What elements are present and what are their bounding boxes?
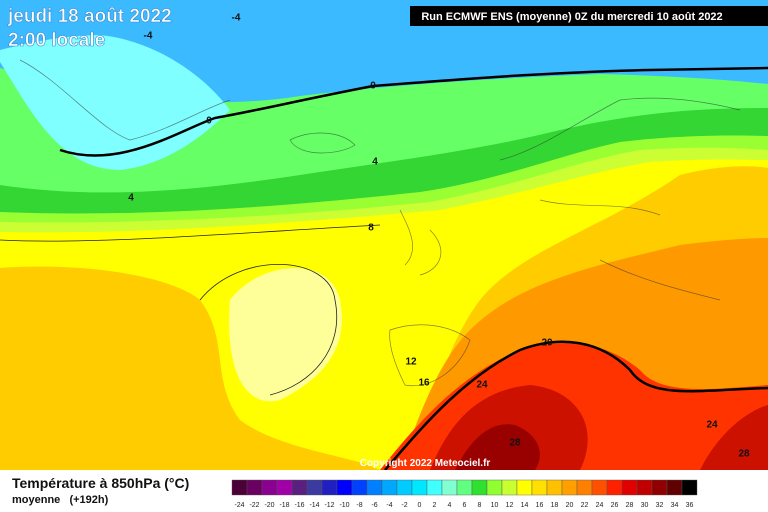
run-box	[410, 6, 768, 26]
contour-label: 28	[509, 438, 521, 449]
color-scale: -24 -22 -20 -18 -16 -14 -12 -10 -8 -6 -4 -2 0 2 4 6 8 10 1…	[231, 479, 698, 509]
scale-label: -10	[339, 502, 349, 509]
scale-label: 24	[596, 502, 604, 509]
scale-label: 2	[433, 502, 437, 509]
contours	[59, 66, 768, 471]
scale-label: -24	[234, 502, 244, 509]
contour-label: 8	[368, 223, 374, 234]
scale-label: 36	[686, 502, 694, 509]
legend-subtitle: moyenne (+192h)	[12, 494, 109, 506]
scale-label: 26	[611, 502, 619, 509]
scale-swatch	[306, 479, 323, 496]
contour-label: 28	[738, 449, 750, 460]
scale-swatch	[231, 479, 248, 496]
contour-label: 16	[418, 378, 430, 389]
scale-swatch	[351, 479, 368, 496]
contour-label: -4	[232, 13, 241, 24]
scale-swatch	[426, 479, 443, 496]
scale-label: -2	[401, 502, 407, 509]
scale-swatch	[681, 479, 698, 496]
scale-label: 14	[521, 502, 529, 509]
date-title: jeudi 18 août 2022	[7, 6, 172, 27]
contour-label: 0	[206, 116, 212, 127]
scale-label: 22	[581, 502, 589, 509]
scale-label: -4	[386, 502, 392, 509]
scale-swatch	[531, 479, 548, 496]
scale-swatch	[396, 479, 413, 496]
scale-label: -6	[371, 502, 377, 509]
contour-label: -4	[144, 31, 153, 42]
scale-label: -12	[324, 502, 334, 509]
scale-label: 34	[671, 502, 679, 509]
run-info: Run ECMWF ENS (moyenne) 0Z du mercredi 1…	[421, 11, 722, 23]
time-title: 2:00 locale	[8, 30, 105, 51]
legend-title: Température à 850hPa (°C)	[12, 475, 189, 491]
scale-label: 16	[536, 502, 544, 509]
scale-swatch	[621, 479, 638, 496]
scale-label: -22	[249, 502, 259, 509]
thin-contours	[0, 224, 381, 396]
scale-swatch	[591, 479, 608, 496]
scale-label: 8	[478, 502, 482, 509]
scale-swatch	[291, 479, 308, 496]
scale-label: 10	[491, 502, 499, 509]
scale-swatch	[666, 479, 683, 496]
scale-label: -8	[356, 502, 362, 509]
scale-label: 4	[448, 502, 452, 509]
scale-swatch	[501, 479, 518, 496]
scale-label: -20	[264, 502, 274, 509]
scale-swatch	[276, 479, 293, 496]
scale-label: 0	[418, 502, 422, 509]
scale-swatch	[636, 479, 653, 496]
scale-swatch	[456, 479, 473, 496]
scale-swatch	[576, 479, 593, 496]
scale-swatch	[441, 479, 458, 496]
scale-swatch	[411, 479, 428, 496]
scale-label: 30	[641, 502, 649, 509]
scale-swatch	[516, 479, 533, 496]
scale-swatch	[336, 479, 353, 496]
scale-label: 18	[551, 502, 559, 509]
scale-swatch	[261, 479, 278, 496]
scale-label: 32	[656, 502, 664, 509]
scale-swatch	[486, 479, 503, 496]
contour-label: 24	[706, 420, 718, 431]
contour-label: 4	[372, 157, 378, 168]
scale-swatch	[606, 479, 623, 496]
scale-swatch	[381, 479, 398, 496]
scale-swatch	[651, 479, 668, 496]
scale-label: 20	[566, 502, 574, 509]
contour-label: 4	[128, 193, 134, 204]
scale-label: 12	[506, 502, 514, 509]
scale-swatch	[366, 479, 383, 496]
temperature-field	[0, 0, 768, 470]
coastlines	[19, 59, 741, 387]
scale-swatch	[321, 479, 338, 496]
scale-swatch	[246, 479, 263, 496]
scale-label: 6	[463, 502, 467, 509]
scale-swatch	[561, 479, 578, 496]
scale-swatch	[546, 479, 563, 496]
scale-label: -18	[279, 502, 289, 509]
scale-label: 28	[626, 502, 634, 509]
contour-label: 20	[541, 338, 553, 349]
scale-swatch	[471, 479, 488, 496]
contour-label: 24	[476, 380, 488, 391]
copyright: Copyright 2022 Meteociel.fr	[360, 458, 491, 469]
contour-label: 12	[405, 357, 417, 368]
scale-label: -14	[309, 502, 319, 509]
contour-label: 0	[370, 81, 376, 92]
scale-label: -16	[294, 502, 304, 509]
